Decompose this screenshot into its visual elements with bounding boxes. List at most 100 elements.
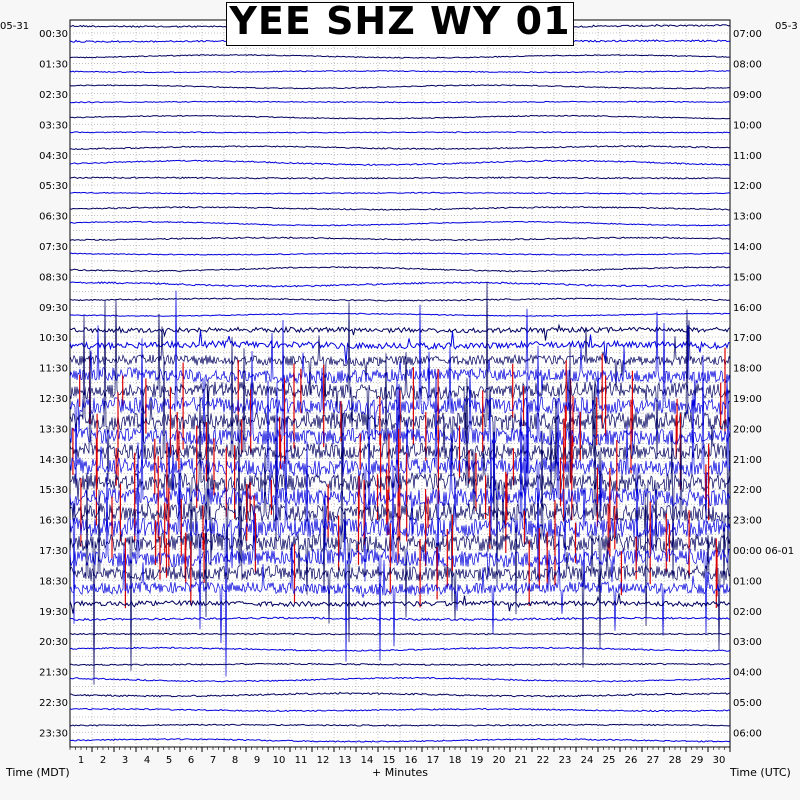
left-tick-label: 20:30 [39, 637, 68, 648]
trace-row [69, 145, 731, 151]
trace-row [69, 662, 731, 666]
right-tick-label: 11:00 [733, 151, 762, 162]
left-tick-label: 14:30 [39, 455, 68, 466]
x-tick-label: 17 [427, 755, 440, 766]
trace-row [69, 330, 731, 364]
title-box [226, 2, 574, 46]
left-tick-label: 08:30 [39, 272, 68, 283]
x-tick-label: 15 [383, 755, 396, 766]
right-tick-label: 18:00 [733, 364, 762, 375]
trace-row [69, 220, 731, 227]
x-tick-label: 4 [144, 755, 150, 766]
trace-row [69, 114, 731, 120]
left-tick-label: 02:30 [39, 90, 68, 101]
trace-row [69, 252, 731, 256]
right-tick-label: 07:00 [733, 29, 762, 40]
right-tick-label: 06:00 [733, 728, 762, 739]
right-tick-label: 21:00 [733, 455, 762, 466]
trace-row [69, 323, 731, 341]
trace-row [69, 297, 731, 302]
x-tick-label: 19 [471, 755, 484, 766]
trace-row [69, 442, 731, 662]
x-tick-label: 1 [78, 755, 84, 766]
trace-row [69, 738, 731, 743]
trace-row [69, 70, 731, 74]
x-tick-label: 8 [232, 755, 238, 766]
right-tick-label: 03:00 [733, 637, 762, 648]
left-tick-label: 19:30 [39, 607, 68, 618]
left-tick-label: 10:30 [39, 333, 68, 344]
trace-row [69, 205, 731, 211]
x-tick-label: 2 [100, 755, 106, 766]
left-tick-label: 13:30 [39, 424, 68, 435]
left-tick-label: 23:30 [39, 728, 68, 739]
x-tick-label: 26 [625, 755, 638, 766]
left-tick-label: 11:30 [39, 364, 68, 375]
left-tick-label: 22:30 [39, 698, 68, 709]
trace-row [69, 381, 731, 677]
x-tick-label: 7 [210, 755, 216, 766]
x-tick-label: 14 [361, 755, 374, 766]
trace-row [69, 312, 731, 317]
left-axis-label: Time (MDT) [6, 766, 70, 779]
right-tick-label: 16:00 [733, 303, 762, 314]
trace-row [69, 345, 731, 626]
trace-row [69, 632, 731, 636]
right-tick-label: 23:00 [733, 516, 762, 527]
x-tick-label: 23 [559, 755, 572, 766]
left-tick-label: 17:30 [39, 546, 68, 557]
x-tick-label: 11 [295, 755, 308, 766]
x-tick-label: 16 [405, 755, 418, 766]
trace-row [69, 159, 731, 166]
right-tick-label: 01:00 [733, 576, 762, 587]
x-tick-label: 5 [166, 755, 172, 766]
trace-row [69, 266, 731, 273]
x-tick-label: 25 [603, 755, 616, 766]
seismic-traces [69, 24, 731, 743]
left-tick-label: 12:30 [39, 394, 68, 405]
right-tick-label: 00:00 06-01 [733, 546, 794, 557]
trace-row [69, 281, 731, 288]
x-tick-label: 30 [713, 755, 726, 766]
right-tick-label: 10:00 [733, 120, 762, 131]
x-tick-label: 21 [515, 755, 528, 766]
left-tick-label: 16:30 [39, 516, 68, 527]
right-tick-label: 17:00 [733, 333, 762, 344]
trace-row [69, 319, 731, 541]
x-tick-label: 29 [691, 755, 704, 766]
right-tick-label: 19:00 [733, 394, 762, 405]
left-date-label: 05-31 [0, 21, 30, 32]
right-tick-label: 02:00 [733, 607, 762, 618]
left-tick-label: 04:30 [39, 151, 68, 162]
right-tick-label: 12:00 [733, 181, 762, 192]
left-tick-label: 07:30 [39, 242, 68, 253]
trace-row [69, 337, 731, 569]
trace-row [69, 236, 731, 242]
right-tick-label: 13:00 [733, 212, 762, 223]
right-tick-label: 22:00 [733, 485, 762, 496]
left-tick-label: 05:30 [39, 181, 68, 192]
x-tick-label: 13 [339, 755, 352, 766]
trace-row [69, 531, 731, 647]
trace-row [69, 100, 731, 104]
trace-row [69, 593, 731, 614]
x-tick-label: 20 [493, 755, 506, 766]
left-tick-label: 00:30 [39, 29, 68, 40]
trace-row [69, 176, 731, 180]
trace-row [69, 54, 730, 59]
x-tick-label: 18 [449, 755, 462, 766]
x-tick-label: 22 [537, 755, 550, 766]
right-tick-label: 05:00 [733, 698, 762, 709]
left-tick-label: 09:30 [39, 303, 68, 314]
right-date-label: 05-3 [775, 21, 798, 32]
left-tick-label: 03:30 [39, 120, 68, 131]
x-tick-label: 28 [669, 755, 682, 766]
x-tick-label: 27 [647, 755, 660, 766]
trace-row [69, 191, 731, 195]
trace-row [69, 320, 731, 402]
left-tick-label: 21:30 [39, 668, 68, 679]
right-axis-label: Time (UTC) [730, 766, 791, 779]
x-tick-label: 6 [188, 755, 194, 766]
left-tick-label: 18:30 [39, 576, 68, 587]
